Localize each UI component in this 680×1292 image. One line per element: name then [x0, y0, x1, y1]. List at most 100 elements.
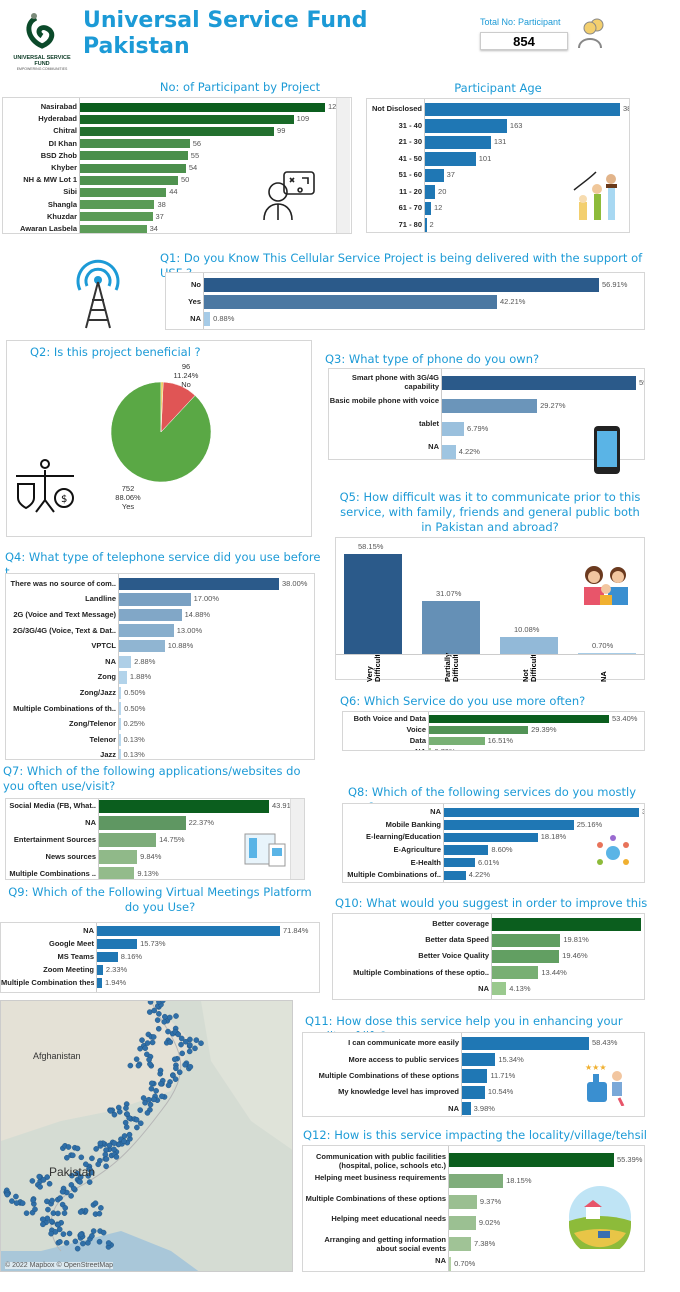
q5-bar[interactable]: [422, 600, 480, 654]
scrollbar[interactable]: [290, 799, 304, 879]
map-location-dot[interactable]: [122, 1119, 129, 1126]
q3-row[interactable]: tablet 6.79%: [329, 417, 644, 440]
map-location-dot[interactable]: [89, 1155, 95, 1162]
map-location-dot[interactable]: [93, 1146, 99, 1152]
age-bar[interactable]: [425, 135, 491, 149]
q6-row[interactable]: Voice 29.39%: [343, 724, 644, 735]
q8-bar[interactable]: [444, 832, 538, 843]
q1-bar[interactable]: [204, 277, 599, 292]
project-row[interactable]: Chitral 99: [3, 125, 351, 137]
map-location-dot[interactable]: [162, 1013, 168, 1020]
project-bar[interactable]: [80, 114, 294, 124]
project-bar[interactable]: [80, 187, 167, 198]
q11-row[interactable]: More access to public services 15.34%: [303, 1051, 644, 1067]
project-row[interactable]: Hyderabad 109: [3, 113, 351, 125]
q3-row[interactable]: Basic mobile phone with voice 29.27%: [329, 394, 644, 417]
map-location-dot[interactable]: [173, 1065, 179, 1072]
q4-row[interactable]: 2G/3G/4G (Voice, Text & Dat.. 13.00%: [6, 623, 314, 639]
map-location-dot[interactable]: [153, 1088, 159, 1094]
q4-bar[interactable]: [119, 671, 127, 684]
project-row[interactable]: Shangla 38: [3, 199, 351, 211]
map-location-dot[interactable]: [57, 1195, 63, 1201]
map-location-dot[interactable]: [103, 1163, 109, 1170]
map-location-dot[interactable]: [183, 1038, 189, 1045]
q3-bar[interactable]: [442, 398, 538, 413]
project-bar[interactable]: [80, 224, 147, 233]
map-location-dot[interactable]: [40, 1221, 46, 1228]
map-location-dot[interactable]: [80, 1240, 86, 1247]
q7-bar[interactable]: [99, 833, 157, 847]
q1-row[interactable]: NA 0.88%: [166, 310, 644, 327]
q11-bar[interactable]: [462, 1052, 496, 1067]
q7-row[interactable]: Multiple Combinations .. 9.13%: [6, 865, 304, 879]
map-location-dot[interactable]: [89, 1233, 95, 1239]
q3-bar[interactable]: [442, 421, 465, 436]
q10-row[interactable]: Better coverage 43.16%: [333, 916, 644, 932]
map-location-dot[interactable]: [92, 1200, 99, 1207]
q9-bar[interactable]: [97, 964, 103, 975]
map-location-dot[interactable]: [74, 1245, 81, 1252]
q5-bar[interactable]: [500, 636, 558, 654]
q11-bar[interactable]: [462, 1069, 488, 1083]
q4-row[interactable]: Telenor 0.13%: [6, 732, 314, 748]
map-location-dot[interactable]: [116, 1108, 123, 1115]
q9-bar[interactable]: [97, 925, 280, 936]
q4-row[interactable]: Multiple Combinations of th.. 0.50%: [6, 701, 314, 717]
age-bar[interactable]: [425, 201, 432, 215]
age-row[interactable]: 71 - 80 2: [367, 217, 629, 233]
q8-row[interactable]: E-learning/Education 18.18%: [343, 831, 644, 844]
map-location-dot[interactable]: [61, 1210, 68, 1216]
project-bar[interactable]: [80, 175, 178, 185]
q10-row[interactable]: Multiple Combinations of these optio.. 13…: [333, 965, 644, 981]
map-location-dot[interactable]: [135, 1062, 142, 1069]
map-location-dot[interactable]: [178, 1035, 185, 1042]
map-location-dot[interactable]: [46, 1180, 53, 1187]
map-location-dot[interactable]: [4, 1191, 11, 1198]
q12-row[interactable]: Helping meet business requirements 18.15%: [303, 1171, 644, 1192]
map-location-dot[interactable]: [88, 1169, 95, 1176]
q11-row[interactable]: My knowledge level has improved 10.54%: [303, 1084, 644, 1100]
q7-bar[interactable]: [99, 849, 138, 864]
q5-bar[interactable]: [344, 554, 402, 654]
map-location-dot[interactable]: [187, 1042, 193, 1048]
project-bar[interactable]: [80, 212, 153, 222]
map-location-dot[interactable]: [149, 1039, 156, 1046]
q12-bar[interactable]: [449, 1153, 614, 1168]
q9-row[interactable]: Zoom Meeting 2.33%: [1, 963, 319, 976]
map-location-dot[interactable]: [48, 1218, 55, 1225]
project-row[interactable]: BSD Zhob 55: [3, 150, 351, 162]
map-location-dot[interactable]: [64, 1154, 70, 1161]
q4-row[interactable]: Landline 17.00%: [6, 592, 314, 608]
q3-bar[interactable]: [442, 375, 636, 390]
map-location-dot[interactable]: [187, 1063, 194, 1070]
q7-row[interactable]: News sources 9.84%: [6, 848, 304, 865]
q1-row[interactable]: No 56.91%: [166, 276, 644, 293]
map-location-dot[interactable]: [146, 1056, 152, 1063]
map-location-dot[interactable]: [148, 1080, 155, 1087]
q3-row[interactable]: Smart phone with 3G/4G capability 59.72%: [329, 371, 644, 394]
age-row[interactable]: Not Disclosed 388: [367, 101, 629, 118]
q9-row[interactable]: Multiple Combination thes.. 1.94%: [1, 976, 319, 989]
map-location-dot[interactable]: [186, 1048, 193, 1055]
q6-bar[interactable]: [429, 714, 609, 723]
map-location-dot[interactable]: [123, 1105, 129, 1111]
q8-row[interactable]: NA 37.82%: [343, 806, 644, 819]
q10-bar[interactable]: [492, 933, 561, 947]
map-location-dot[interactable]: [78, 1231, 84, 1238]
q3-row[interactable]: NA 4.22%: [329, 440, 644, 459]
q4-row[interactable]: NA 2.88%: [6, 654, 314, 670]
q8-bar[interactable]: [444, 870, 466, 881]
q8-bar[interactable]: [444, 820, 574, 830]
map-location-dot[interactable]: [173, 1013, 179, 1019]
q6-bar[interactable]: [429, 747, 432, 750]
q1-bar[interactable]: [204, 311, 211, 326]
map-location-dot[interactable]: [160, 1001, 166, 1004]
map-location-dot[interactable]: [193, 1037, 200, 1043]
q3-bar[interactable]: [442, 444, 456, 459]
age-bar[interactable]: [425, 185, 436, 199]
map-location-dot[interactable]: [39, 1216, 46, 1223]
project-bar[interactable]: [80, 151, 188, 161]
map-location-dot[interactable]: [159, 1093, 165, 1100]
q4-row[interactable]: Zong/Jazz 0.50%: [6, 685, 314, 701]
q12-bar[interactable]: [449, 1215, 476, 1230]
